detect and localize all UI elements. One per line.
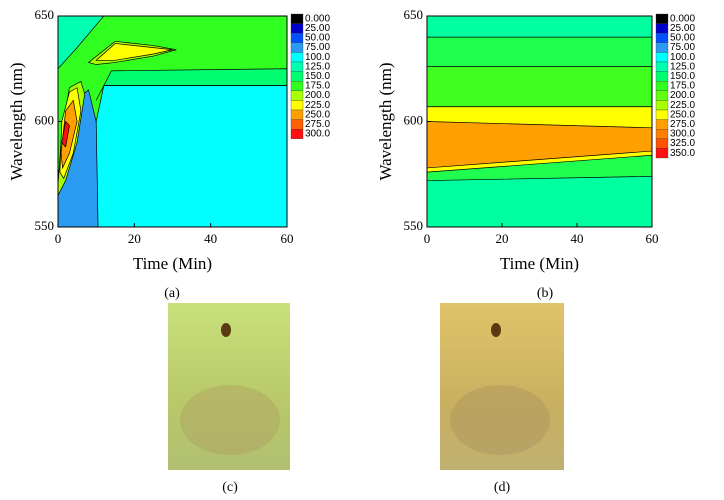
legend-swatch — [290, 109, 304, 120]
y-tick-label: 550 — [35, 218, 55, 233]
y-tick-label: 550 — [404, 218, 424, 233]
photo-c — [168, 303, 290, 470]
contour-region — [95, 43, 173, 61]
legend-swatch — [290, 61, 304, 72]
legend-swatch — [655, 52, 669, 63]
legend-swatch — [290, 81, 304, 91]
y-tick-label: 600 — [35, 112, 55, 127]
legend-swatch — [655, 129, 669, 139]
legend-swatch — [655, 33, 669, 43]
legend-swatch — [290, 23, 304, 34]
legend-swatch — [290, 100, 304, 111]
legend-label: 75.00 — [670, 42, 695, 53]
x-tick-label: 40 — [204, 231, 217, 246]
contour-region — [95, 85, 287, 227]
x-axis-title: Time (Min) — [500, 254, 579, 273]
legend-label: 250.0 — [670, 109, 695, 120]
legend-swatch — [655, 100, 669, 111]
legend-swatch — [655, 71, 669, 82]
panel-label: (d) — [494, 480, 511, 495]
legend-label: 175.0 — [670, 81, 695, 92]
panel-label: (b) — [537, 286, 554, 301]
legend-swatch — [655, 13, 669, 24]
legend-label: 75.00 — [305, 42, 330, 53]
y-tick-label: 600 — [404, 112, 424, 127]
legend-label: 150.0 — [305, 71, 330, 82]
legend-label: 0.000 — [305, 13, 330, 24]
contour-region — [427, 121, 652, 169]
legend-swatch — [655, 81, 669, 91]
contour-region — [61, 120, 70, 148]
legend-swatch — [290, 119, 304, 130]
legend-label: 125.0 — [670, 61, 695, 72]
legend-label: 150.0 — [670, 71, 695, 82]
x-tick-label: 60 — [281, 231, 294, 246]
legend-swatch — [290, 52, 304, 63]
legend-label: 225.0 — [670, 100, 695, 111]
legend-swatch — [655, 42, 669, 53]
legend-label: 325.0 — [670, 138, 695, 149]
legend-label: 300.0 — [305, 129, 330, 140]
legend-swatch — [290, 13, 304, 24]
contour-region — [60, 99, 78, 170]
x-tick-label: 0 — [55, 231, 62, 246]
legend-swatch — [290, 42, 304, 53]
legend-swatch — [290, 33, 304, 43]
legend-swatch — [655, 23, 669, 34]
x-tick-label: 0 — [424, 231, 431, 246]
panel-label: (a) — [164, 286, 180, 301]
legend-swatch — [655, 90, 669, 101]
x-axis-title: Time (Min) — [133, 254, 212, 273]
legend-label: 200.0 — [670, 90, 695, 101]
contour-region — [58, 16, 105, 70]
photo-d — [440, 303, 564, 470]
legend-label: 250.0 — [305, 109, 330, 120]
x-tick-label: 20 — [496, 231, 509, 246]
legend-label: 300.0 — [670, 129, 695, 140]
legend-label: 200.0 — [305, 90, 330, 101]
legend-label: 50.00 — [670, 33, 695, 44]
legend-label: 25.00 — [670, 23, 695, 34]
legend-swatch — [655, 148, 669, 159]
legend-label: 0.000 — [670, 13, 695, 24]
legend-label: 275.0 — [305, 119, 330, 130]
legend-swatch — [655, 138, 669, 149]
panel-label: (c) — [222, 480, 238, 495]
legend-label: 100.0 — [305, 52, 330, 63]
legend-label: 350.0 — [670, 148, 695, 159]
legend-label: 100.0 — [670, 52, 695, 63]
x-tick-label: 60 — [646, 231, 659, 246]
legend-label: 125.0 — [305, 61, 330, 72]
legend-swatch — [655, 109, 669, 120]
y-tick-label: 650 — [404, 7, 424, 22]
legend-label: 275.0 — [670, 119, 695, 130]
legend-label: 25.00 — [305, 23, 330, 34]
y-axis-title: Wavelength (nm) — [376, 62, 395, 180]
legend-swatch — [290, 129, 304, 139]
y-axis-title: Wavelength (nm) — [7, 62, 26, 180]
x-tick-label: 20 — [128, 231, 141, 246]
y-tick-label: 650 — [35, 7, 55, 22]
x-tick-label: 40 — [571, 231, 584, 246]
legend-label: 225.0 — [305, 100, 330, 111]
legend-label: 50.00 — [305, 33, 330, 44]
contour-region — [427, 66, 652, 108]
legend-swatch — [655, 119, 669, 130]
legend-swatch — [655, 61, 669, 72]
legend-swatch — [290, 71, 304, 82]
legend-swatch — [290, 90, 304, 101]
legend-label: 175.0 — [305, 81, 330, 92]
